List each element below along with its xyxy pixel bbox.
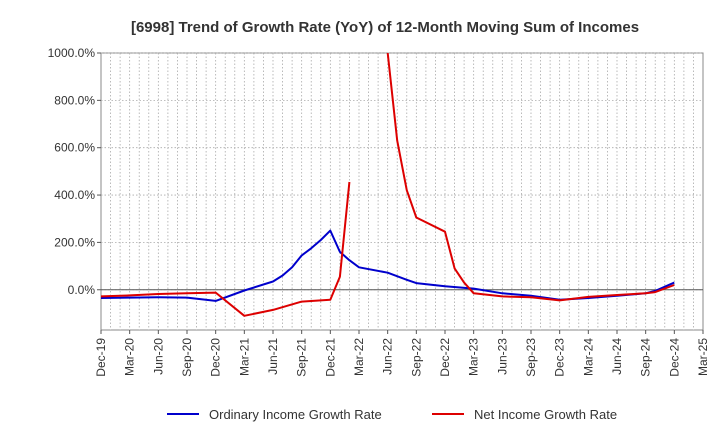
x-tick-label: Mar-22 bbox=[352, 338, 366, 376]
x-tick-label: Mar-25 bbox=[696, 338, 710, 376]
x-tick-label: Jun-20 bbox=[151, 338, 165, 375]
legend-label: Net Income Growth Rate bbox=[474, 407, 617, 422]
y-tick-label: 600.0% bbox=[54, 141, 95, 155]
x-tick-label: Jun-22 bbox=[381, 338, 395, 375]
series-line-net-income bbox=[386, 53, 675, 302]
legend-net-income: Net Income Growth Rate bbox=[432, 407, 617, 422]
x-axis-ticks: Dec-19 Mar-20 Jun-20 Sep-20 Dec-20 Mar-21 Jun-… bbox=[94, 330, 710, 377]
legend-label: Ordinary Income Growth Rate bbox=[209, 407, 382, 422]
series-line-net-income bbox=[101, 181, 351, 317]
x-tick-label: Mar-23 bbox=[467, 338, 481, 376]
x-tick-label: Jun-24 bbox=[610, 338, 624, 375]
y-tick-label: 400.0% bbox=[54, 188, 95, 202]
y-tick-label: 0.0% bbox=[68, 283, 96, 297]
y-tick-label: 200.0% bbox=[54, 235, 95, 249]
x-tick-label: Dec-23 bbox=[553, 338, 567, 377]
chart-title: [6998] Trend of Growth Rate (YoY) of 12-… bbox=[131, 19, 639, 36]
grid bbox=[100, 52, 704, 331]
series-lines bbox=[101, 53, 675, 317]
x-tick-label: Sep-21 bbox=[295, 338, 309, 377]
y-axis-ticks: 0.0% 200.0% 400.0% 600.0% 800.0% 1000.0% bbox=[48, 46, 101, 297]
x-tick-label: Dec-21 bbox=[323, 338, 337, 377]
y-tick-label: 1000.0% bbox=[48, 46, 96, 60]
x-tick-label: Sep-24 bbox=[639, 338, 653, 377]
y-tick-label: 800.0% bbox=[54, 93, 95, 107]
x-tick-label: Dec-24 bbox=[667, 338, 681, 377]
plot-frame bbox=[100, 52, 704, 331]
x-tick-label: Dec-20 bbox=[209, 338, 223, 377]
x-tick-label: Jun-21 bbox=[266, 338, 280, 375]
legend: Ordinary Income Growth Rate Net Income Gr… bbox=[167, 407, 617, 422]
x-tick-label: Mar-20 bbox=[123, 338, 137, 376]
x-tick-label: Dec-19 bbox=[94, 338, 108, 377]
legend-ordinary-income: Ordinary Income Growth Rate bbox=[167, 407, 382, 422]
x-tick-label: Mar-21 bbox=[237, 338, 251, 376]
x-tick-label: Sep-23 bbox=[524, 338, 538, 377]
x-tick-label: Dec-22 bbox=[438, 338, 452, 377]
x-tick-label: Sep-20 bbox=[180, 338, 194, 377]
x-tick-label: Mar-24 bbox=[581, 338, 595, 376]
x-tick-label: Jun-23 bbox=[495, 338, 509, 375]
x-tick-label: Sep-22 bbox=[409, 338, 423, 377]
